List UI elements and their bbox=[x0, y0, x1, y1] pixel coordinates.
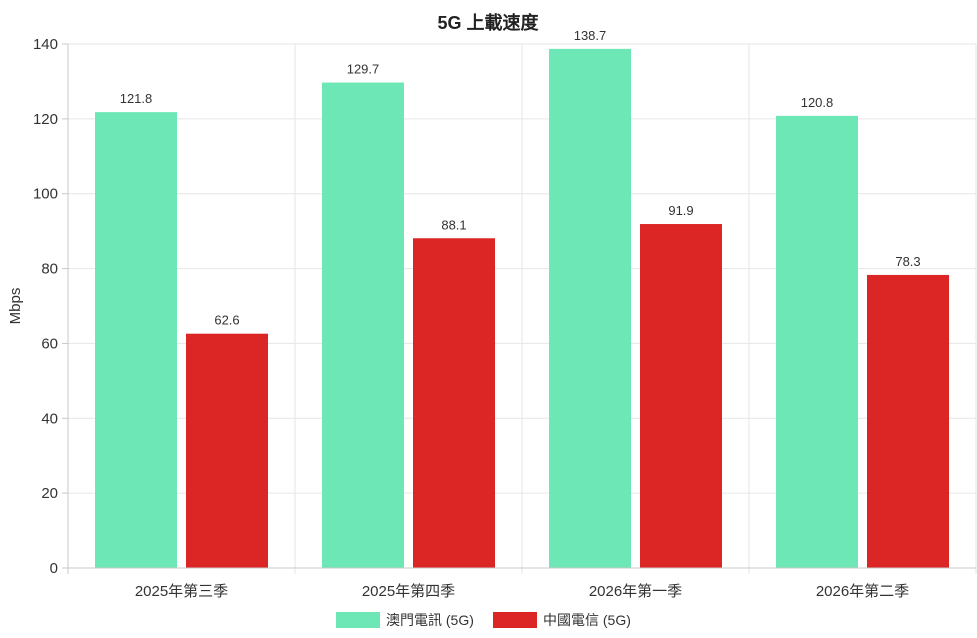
y-tick-label: 0 bbox=[50, 560, 58, 577]
legend-label: 中國電信 (5G) bbox=[543, 612, 631, 628]
data-labels: 121.8 129.7 138.7 120.8 62.6 88.1 91.9 78.3 bbox=[120, 28, 921, 328]
axes bbox=[67, 44, 976, 574]
x-tick-label: 2025年第三季 bbox=[135, 582, 228, 600]
y-tick-label: 80 bbox=[41, 261, 58, 278]
legend: 澳門電訊 (5G) 中國電信 (5G) bbox=[336, 612, 631, 628]
bar-series-1-category-1[interactable] bbox=[413, 238, 495, 569]
bar-series-1-category-0[interactable] bbox=[186, 333, 268, 568]
legend-label: 澳門電訊 (5G) bbox=[386, 612, 474, 628]
x-tick-label: 2026年第一季 bbox=[589, 582, 682, 600]
y-tick-label: 20 bbox=[41, 485, 58, 502]
data-label: 88.1 bbox=[441, 217, 466, 232]
bar-series-0-category-0[interactable] bbox=[95, 112, 177, 569]
y-tick-label: 40 bbox=[41, 410, 58, 427]
legend-swatch bbox=[336, 612, 380, 628]
bar-series-1-category-3[interactable] bbox=[867, 274, 949, 568]
y-tick-label: 140 bbox=[33, 36, 58, 53]
y-axis-label: Mbps bbox=[7, 288, 24, 325]
y-axis-ticks: 0 20 40 60 80 100 120 140 bbox=[33, 36, 68, 577]
legend-item-series-0[interactable]: 澳門電訊 (5G) bbox=[336, 612, 474, 628]
data-label: 62.6 bbox=[214, 313, 239, 328]
data-label: 138.7 bbox=[574, 28, 607, 43]
y-tick-label: 120 bbox=[33, 111, 58, 128]
bar-series-0-category-3[interactable] bbox=[776, 115, 858, 568]
x-tick-label: 2026年第二季 bbox=[816, 582, 909, 600]
x-tick-label: 2025年第四季 bbox=[362, 582, 455, 600]
data-label: 78.3 bbox=[895, 254, 920, 269]
data-label: 120.8 bbox=[801, 95, 834, 110]
y-tick-label: 60 bbox=[41, 335, 58, 352]
x-axis-ticks: 2025年第三季 2025年第四季 2026年第一季 2026年第二季 bbox=[135, 582, 909, 600]
legend-swatch bbox=[493, 612, 537, 628]
bar-series-0-category-2[interactable] bbox=[549, 48, 631, 568]
legend-item-series-1[interactable]: 中國電信 (5G) bbox=[493, 612, 631, 628]
bar-series-0-category-1[interactable] bbox=[322, 82, 404, 569]
data-label: 91.9 bbox=[668, 203, 693, 218]
y-tick-label: 100 bbox=[33, 186, 58, 203]
data-label: 129.7 bbox=[347, 62, 380, 77]
chart-title: 5G 上載速度 bbox=[437, 12, 539, 33]
bar-series-1-category-2[interactable] bbox=[640, 224, 722, 568]
data-label: 121.8 bbox=[120, 91, 153, 106]
bars bbox=[95, 48, 949, 569]
